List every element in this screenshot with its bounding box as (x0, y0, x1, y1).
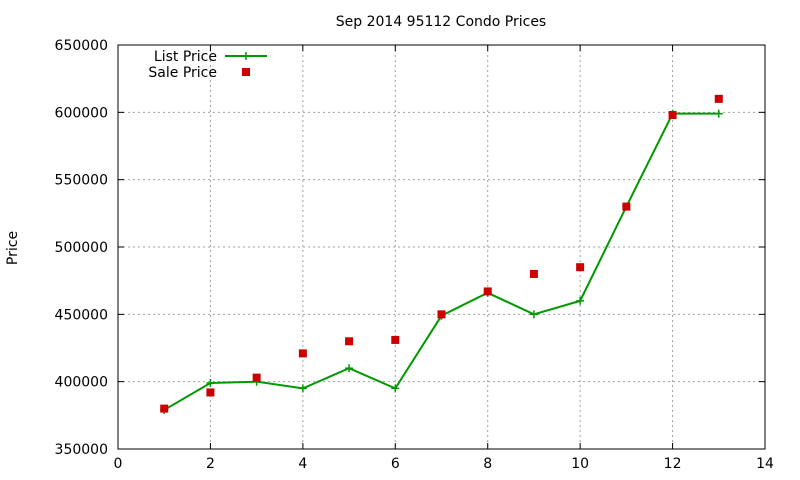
y-tick-label: 600000 (55, 105, 108, 121)
legend-marker-list-price (242, 52, 250, 60)
sale-price-point (206, 388, 215, 397)
legend-label-sale-price: Sale Price (148, 65, 217, 81)
legend-marker-sale-price (242, 68, 250, 76)
list-price-point (206, 379, 215, 388)
y-tick-label: 350000 (55, 442, 108, 458)
list-price-point (391, 384, 400, 393)
plot-frame (117, 44, 766, 450)
y-tick-label: 450000 (55, 307, 108, 323)
chart-title: Sep 2014 95112 Condo Prices (336, 14, 546, 30)
sale-price-point (160, 404, 169, 413)
sale-price-point (391, 335, 400, 344)
list-price-point (576, 296, 585, 305)
list-price-line (163, 112, 719, 411)
y-axis-label: Price (5, 231, 21, 265)
sale-price-point (668, 111, 677, 120)
axis-ticks: 0 2 4 6 8 10 12 14 350000 400000 450000 500000 55000… (55, 38, 774, 472)
y-tick-label: 400000 (55, 375, 108, 391)
x-tick-label: 2 (206, 456, 215, 472)
x-tick-label: 0 (114, 456, 123, 472)
x-tick-label: 8 (483, 456, 492, 472)
x-tick-label: 6 (391, 456, 400, 472)
list-price-point (529, 310, 538, 319)
sale-price-point (298, 349, 307, 358)
x-tick-label: 12 (664, 456, 682, 472)
sale-price-point (714, 94, 723, 103)
sale-price-point (252, 373, 261, 382)
list-price-point (345, 364, 354, 373)
sale-price-point (576, 263, 585, 272)
legend-label-list-price: List Price (154, 49, 217, 65)
series-layer (160, 94, 723, 414)
x-tick-label: 4 (298, 456, 307, 472)
sale-price-point (622, 202, 631, 211)
y-tick-label: 500000 (55, 240, 108, 256)
list-price-point (298, 384, 307, 393)
x-tick-label: 14 (756, 456, 774, 472)
sale-price-point (483, 287, 492, 296)
y-tick-label: 550000 (55, 173, 108, 189)
sale-price-point (529, 269, 538, 278)
list-price-point (714, 109, 723, 118)
sale-price-point (345, 337, 354, 346)
grid-lines (118, 45, 765, 449)
sale-price-point (437, 310, 446, 319)
y-tick-label: 650000 (55, 38, 108, 54)
x-tick-label: 10 (571, 456, 589, 472)
